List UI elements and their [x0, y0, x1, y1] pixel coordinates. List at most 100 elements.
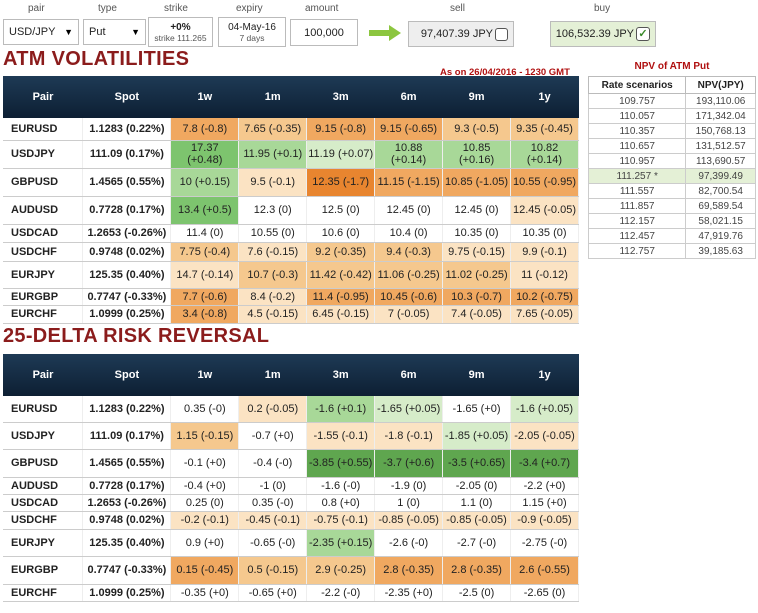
column-header: 1m: [238, 354, 307, 396]
npv-row: 111.857 69,589.54: [587, 198, 756, 214]
value-cell: -3.4 (+0.7): [510, 449, 579, 478]
table-row: EURCHF 1.0999 (0.25%) 3.4 (-0.8) 4.5 (-0.15…: [3, 305, 579, 324]
value-cell: 9.2 (-0.35): [306, 242, 376, 262]
value-cell: -0.4 (-0): [238, 449, 308, 478]
value-cell: 2.6 (-0.55): [510, 556, 579, 585]
dropdown-arrow-icon: ▼: [64, 27, 73, 37]
value-cell: -1.8 (-0.1): [374, 422, 444, 450]
value-cell: 0.35 (-0): [170, 396, 240, 423]
spot-cell: 0.7728 (0.17%): [82, 477, 172, 495]
value-cell: 2.9 (-0.25): [306, 556, 376, 585]
value-cell: 10.6 (0): [306, 224, 376, 243]
pair-cell: GBPUSD: [3, 168, 84, 197]
npv-cell: 193,110.06: [685, 93, 756, 109]
sell-value: 97,407.39 JPY: [420, 28, 493, 40]
amount-label: amount: [305, 3, 339, 14]
value-cell: 7.8 (-0.8): [170, 118, 240, 141]
value-cell: 11 (-0.12): [510, 261, 579, 289]
atm-vol-table: Pair Spot 1w 1m 3m 6m 9m 1y EURUSD 1.1283 (0.22%…: [3, 76, 579, 324]
value-cell: 7 (-0.05): [374, 305, 444, 324]
rate-cell: 112.457: [587, 228, 687, 244]
value-cell: 10.7 (-0.3): [238, 261, 308, 289]
type-value: Put: [89, 26, 106, 38]
npv-row: 112.457 47,919.76: [587, 228, 756, 244]
value-cell: 14.7 (-0.14): [170, 261, 240, 289]
value-cell: 3.4 (-0.8): [170, 305, 240, 324]
rate-cell: 110.657: [587, 138, 687, 154]
value-cell: 12.45 (0): [442, 196, 512, 225]
value-cell: -1.65 (+0.05): [374, 396, 444, 423]
rate-cell: 112.157: [587, 213, 687, 229]
expiry-field[interactable]: 04-May-16 7 days: [218, 17, 286, 47]
rate-cell: 109.757: [587, 93, 687, 109]
value-cell: 4.5 (-0.15): [238, 305, 308, 324]
table-row: GBPUSD 1.4565 (0.55%) 10 (+0.15) 9.5 (-0.1)…: [3, 168, 579, 197]
column-header: 6m: [374, 354, 443, 396]
value-cell: 1.15 (-0.15): [170, 422, 240, 450]
value-cell: -3.5 (+0.65): [442, 449, 512, 478]
value-cell: -0.65 (+0): [238, 584, 308, 602]
spot-cell: 0.7728 (0.17%): [82, 196, 172, 225]
value-cell: 1 (0): [374, 494, 444, 512]
value-cell: 10.4 (0): [374, 224, 444, 243]
npv-cell: 171,342.04: [685, 108, 756, 124]
value-cell: 12.35 (-1.7): [306, 168, 376, 197]
table-row: USDCAD 1.2653 (-0.26%) 0.25 (0) 0.35 (-0) 0.…: [3, 494, 579, 512]
value-cell: 9.4 (-0.3): [374, 242, 444, 262]
value-cell: -2.2 (-0): [306, 584, 376, 602]
pair-cell: EURUSD: [3, 118, 84, 141]
value-cell: 10.85 (+0.16): [442, 140, 512, 169]
type-label: type: [98, 3, 117, 14]
table-row: EURCHF 1.0999 (0.25%) -0.35 (+0) -0.65 (+0)…: [3, 584, 579, 602]
strike-value: +0%: [170, 21, 191, 33]
column-header: 9m: [442, 354, 511, 396]
table-row: AUDUSD 0.7728 (0.17%) 13.4 (+0.5) 12.3 (0) 1…: [3, 196, 579, 225]
value-cell: 10.55 (0): [238, 224, 308, 243]
value-cell: 0.9 (+0): [170, 529, 240, 557]
value-cell: 0.5 (-0.15): [238, 556, 308, 585]
column-header: 1w: [170, 354, 239, 396]
buy-button[interactable]: 106,532.39 JPY ✓: [550, 21, 656, 47]
table-row: USDCAD 1.2653 (-0.26%) 11.4 (0) 10.55 (0) 10…: [3, 224, 579, 243]
table-row: EURJPY 125.35 (0.40%) 14.7 (-0.14) 10.7 (-0…: [3, 261, 579, 289]
value-cell: 9.75 (-0.15): [442, 242, 512, 262]
npv-table: Rate scenarios NPV(JPY) 109.757 193,110.06…: [587, 76, 756, 259]
rate-cell: 111.257 *: [587, 168, 687, 184]
table-row: EURJPY 125.35 (0.40%) 0.9 (+0) -0.65 (-0) -2…: [3, 529, 579, 557]
npv-row: 110.057 171,342.04: [587, 108, 756, 124]
table-row: EURUSD 1.1283 (0.22%) 0.35 (-0) 0.2 (-0.05)…: [3, 396, 579, 423]
value-cell: 2.8 (-0.35): [374, 556, 444, 585]
value-cell: 10.3 (-0.7): [442, 288, 512, 306]
npv-row: 111.557 82,700.54: [587, 183, 756, 199]
pair-select[interactable]: USD/JPY ▼: [3, 19, 79, 45]
amount-input[interactable]: 100,000: [290, 19, 358, 46]
value-cell: 9.35 (-0.45): [510, 118, 579, 141]
strike-field[interactable]: +0% strike 111.265: [148, 17, 213, 47]
type-select[interactable]: Put ▼: [83, 19, 146, 45]
sell-button[interactable]: 97,407.39 JPY: [408, 21, 514, 47]
value-cell: -2.6 (-0): [374, 529, 444, 557]
spot-cell: 0.7747 (-0.33%): [82, 556, 172, 585]
value-cell: 11.4 (-0.95): [306, 288, 376, 306]
value-cell: 1.1 (0): [442, 494, 512, 512]
npv-cell: 58,021.15: [685, 213, 756, 229]
column-header: 1y: [510, 354, 579, 396]
value-cell: 10.82 (+0.14): [510, 140, 579, 169]
value-cell: 8.4 (-0.2): [238, 288, 308, 306]
value-cell: 12.45 (-0.05): [510, 196, 579, 225]
value-cell: -1.9 (0): [374, 477, 444, 495]
value-cell: 10.45 (-0.6): [374, 288, 444, 306]
pair-cell: EURJPY: [3, 529, 84, 557]
table-row: EURUSD 1.1283 (0.22%) 7.8 (-0.8) 7.65 (-0.3…: [3, 118, 579, 141]
expiry-label: expiry: [236, 3, 263, 14]
value-cell: 7.65 (-0.35): [238, 118, 308, 141]
value-cell: 10.35 (0): [442, 224, 512, 243]
npv-cell: 47,919.76: [685, 228, 756, 244]
spot-cell: 1.4565 (0.55%): [82, 168, 172, 197]
value-cell: 7.75 (-0.4): [170, 242, 240, 262]
table-row: GBPUSD 1.4565 (0.55%) -0.1 (+0) -0.4 (-0) -3…: [3, 449, 579, 478]
value-cell: 7.65 (-0.05): [510, 305, 579, 324]
value-cell: -1.6 (+0.1): [306, 396, 376, 423]
value-cell: -0.2 (-0.1): [170, 511, 240, 530]
value-cell: -0.1 (+0): [170, 449, 240, 478]
